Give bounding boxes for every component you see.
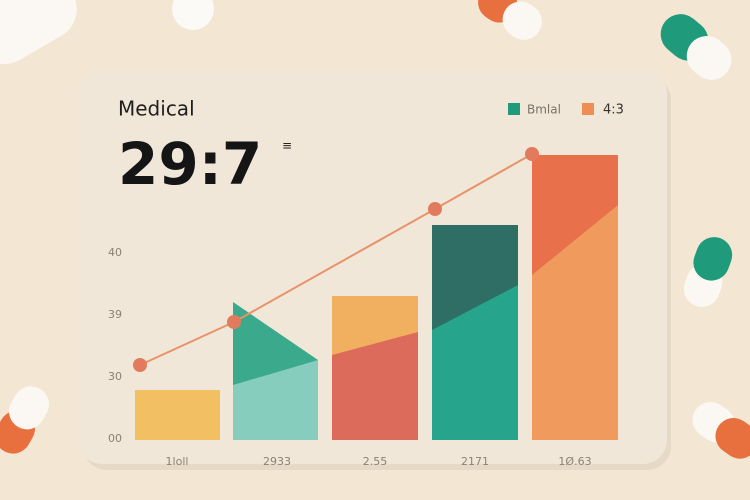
legend-label: Bmlal: [527, 103, 561, 117]
y-axis-label: 30: [108, 370, 122, 383]
x-axis-label: 1Ø.63: [558, 455, 591, 468]
trend-markers: [133, 147, 539, 372]
pill: [0, 386, 49, 454]
bar-part: [432, 285, 518, 440]
card-title: Medical: [118, 97, 195, 121]
marker: [227, 315, 241, 329]
pill: [683, 237, 733, 307]
x-axis-label: 1loll: [166, 455, 189, 468]
legend-swatch: [508, 103, 520, 115]
bar: [135, 390, 220, 440]
value-icon: ≡: [282, 139, 292, 153]
x-axis-label: 2933: [263, 455, 291, 468]
pill: [478, 0, 542, 40]
marker: [525, 147, 539, 161]
y-axis-label: 39: [108, 308, 122, 321]
legend-label: 4:3: [603, 103, 624, 118]
y-axis-label: 40: [108, 246, 122, 259]
pills: [0, 0, 750, 459]
card-value: 29:7: [118, 130, 262, 198]
pill: [0, 0, 77, 64]
bars: [135, 155, 618, 440]
y-axis-label: 00: [108, 432, 122, 445]
marker: [133, 358, 147, 372]
trend-line: [139, 153, 533, 366]
pill: [660, 14, 732, 80]
x-axis-label: 2.55: [363, 455, 388, 468]
card: [78, 70, 667, 464]
marker: [428, 202, 442, 216]
legend-swatch: [582, 103, 594, 115]
pill: [172, 0, 214, 30]
pill: [692, 401, 750, 459]
x-axis-label: 2171: [461, 455, 489, 468]
bar-part: [332, 332, 418, 440]
bar-part: [532, 205, 618, 440]
bar-part: [233, 302, 318, 385]
